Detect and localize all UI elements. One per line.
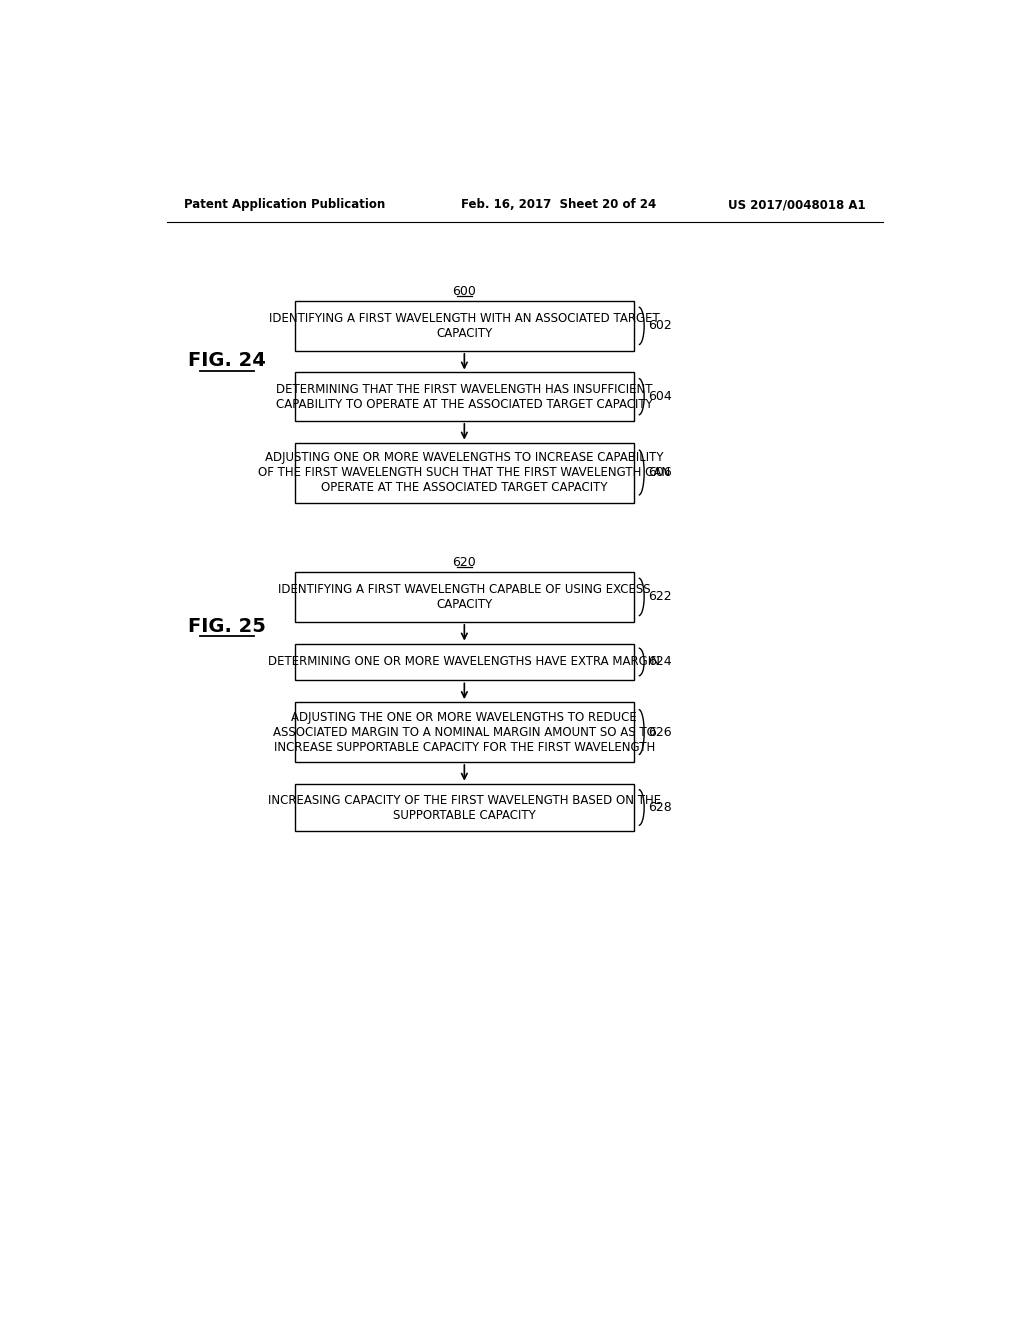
FancyBboxPatch shape bbox=[295, 301, 634, 351]
FancyBboxPatch shape bbox=[295, 784, 634, 832]
Text: 622: 622 bbox=[648, 590, 672, 603]
FancyBboxPatch shape bbox=[295, 702, 634, 762]
Text: DETERMINING ONE OR MORE WAVELENGTHS HAVE EXTRA MARGIN: DETERMINING ONE OR MORE WAVELENGTHS HAVE… bbox=[268, 656, 660, 668]
Text: 626: 626 bbox=[648, 726, 672, 739]
Text: Feb. 16, 2017  Sheet 20 of 24: Feb. 16, 2017 Sheet 20 of 24 bbox=[461, 198, 656, 211]
Text: ADJUSTING ONE OR MORE WAVELENGTHS TO INCREASE CAPABILITY
OF THE FIRST WAVELENGTH: ADJUSTING ONE OR MORE WAVELENGTHS TO INC… bbox=[258, 451, 671, 494]
Text: IDENTIFYING A FIRST WAVELENGTH CAPABLE OF USING EXCESS
CAPACITY: IDENTIFYING A FIRST WAVELENGTH CAPABLE O… bbox=[279, 583, 650, 611]
Text: DETERMINING THAT THE FIRST WAVELENGTH HAS INSUFFICIENT
CAPABILITY TO OPERATE AT : DETERMINING THAT THE FIRST WAVELENGTH HA… bbox=[276, 383, 652, 411]
FancyBboxPatch shape bbox=[295, 572, 634, 622]
Text: 600: 600 bbox=[453, 285, 476, 298]
Text: 606: 606 bbox=[648, 466, 672, 479]
Text: 620: 620 bbox=[453, 557, 476, 569]
Text: IDENTIFYING A FIRST WAVELENGTH WITH AN ASSOCIATED TARGET
CAPACITY: IDENTIFYING A FIRST WAVELENGTH WITH AN A… bbox=[269, 312, 659, 339]
Text: FIG. 24: FIG. 24 bbox=[188, 351, 266, 371]
Text: FIG. 25: FIG. 25 bbox=[188, 616, 266, 636]
FancyBboxPatch shape bbox=[295, 372, 634, 421]
Text: ADJUSTING THE ONE OR MORE WAVELENGTHS TO REDUCE
ASSOCIATED MARGIN TO A NOMINAL M: ADJUSTING THE ONE OR MORE WAVELENGTHS TO… bbox=[273, 710, 655, 754]
Text: 602: 602 bbox=[648, 319, 672, 333]
Text: US 2017/0048018 A1: US 2017/0048018 A1 bbox=[728, 198, 866, 211]
Text: 624: 624 bbox=[648, 656, 672, 668]
Text: INCREASING CAPACITY OF THE FIRST WAVELENGTH BASED ON THE
SUPPORTABLE CAPACITY: INCREASING CAPACITY OF THE FIRST WAVELEN… bbox=[268, 793, 660, 821]
FancyBboxPatch shape bbox=[295, 644, 634, 681]
FancyBboxPatch shape bbox=[295, 442, 634, 503]
Text: 628: 628 bbox=[648, 801, 672, 814]
Text: 604: 604 bbox=[648, 391, 672, 403]
Text: Patent Application Publication: Patent Application Publication bbox=[183, 198, 385, 211]
